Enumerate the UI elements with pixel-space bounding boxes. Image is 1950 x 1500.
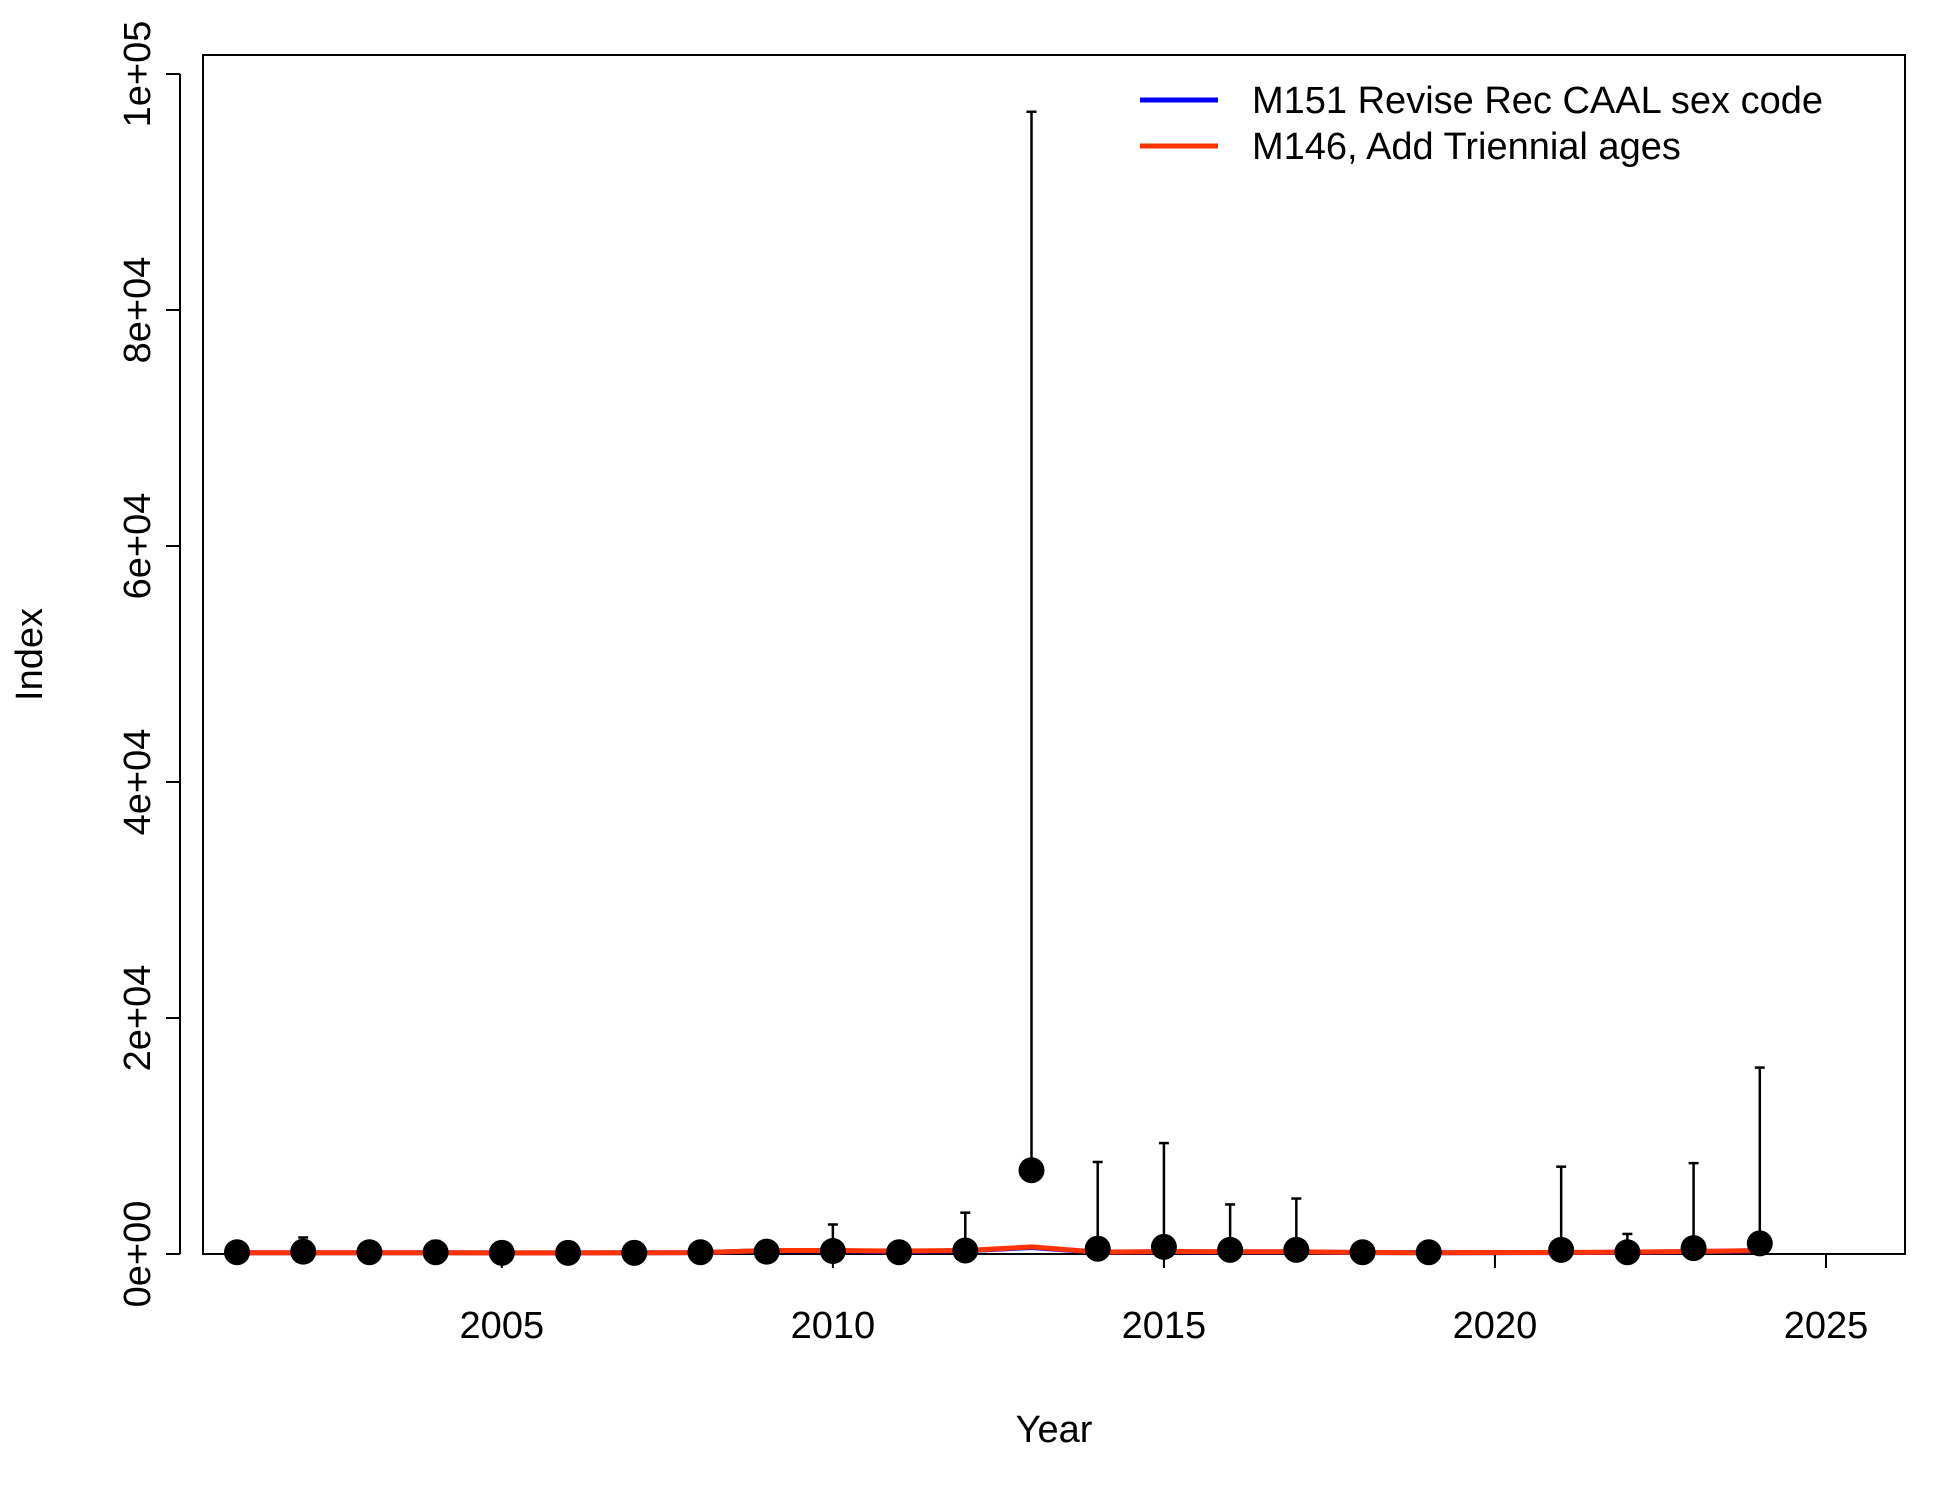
legend-label-m151: M151 Revise Rec CAAL sex code — [1252, 80, 1823, 122]
observed-point — [1150, 1233, 1177, 1260]
observed-point — [356, 1239, 383, 1266]
x-tick-label: 2015 — [1122, 1305, 1207, 1347]
y-tick-label: 4e+04 — [117, 729, 159, 836]
observed-point — [1746, 1230, 1773, 1257]
observed-point — [422, 1239, 449, 1266]
observed-point — [1018, 1157, 1045, 1184]
observed-point — [1084, 1235, 1111, 1262]
x-tick-label: 2020 — [1453, 1305, 1538, 1347]
observed-point — [224, 1239, 250, 1266]
observed-point — [687, 1239, 714, 1266]
y-tick-label: 2e+04 — [117, 965, 159, 1072]
observed-point — [621, 1239, 648, 1266]
observed-point — [1614, 1239, 1641, 1266]
observed-point — [290, 1238, 317, 1265]
observed-point — [1680, 1235, 1707, 1262]
observed-point — [1217, 1236, 1244, 1263]
x-axis-label: Year — [1016, 1409, 1093, 1451]
legend-label-m146: M146, Add Triennial ages — [1252, 126, 1681, 168]
y-axis-label: Index — [9, 608, 51, 701]
observed-point — [952, 1237, 979, 1264]
y-tick-label: 0e+00 — [117, 1201, 159, 1308]
y-tick-label: 1e+05 — [117, 21, 159, 128]
x-tick-label: 2010 — [791, 1305, 876, 1347]
observed-layer — [224, 110, 1773, 1266]
legend: M151 Revise Rec CAAL sex code M146, Add … — [1140, 80, 1823, 168]
observed-point — [886, 1239, 913, 1266]
observed-point — [555, 1239, 582, 1266]
observed-point — [1415, 1239, 1442, 1266]
observed-point — [1349, 1239, 1376, 1266]
observed-point — [1548, 1236, 1575, 1263]
x-tick-label: 2025 — [1784, 1305, 1869, 1347]
observed-point — [753, 1238, 780, 1265]
observed-point — [1283, 1236, 1310, 1263]
y-axis: 0e+00 2e+04 4e+04 6e+04 8e+04 1e+05 — [117, 21, 181, 1308]
x-tick-label: 2005 — [460, 1305, 545, 1347]
y-tick-label: 8e+04 — [117, 257, 159, 364]
y-tick-label: 6e+04 — [117, 493, 159, 600]
observed-point — [819, 1238, 846, 1265]
observed-point — [488, 1239, 515, 1266]
